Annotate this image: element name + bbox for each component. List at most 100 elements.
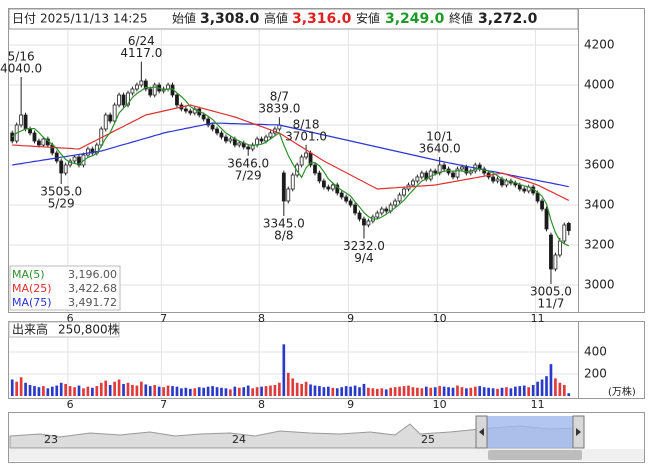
annotation: 3005.0 [530, 285, 572, 299]
volume-bar [318, 386, 321, 396]
volume-bar [344, 386, 348, 396]
volume-bar [180, 388, 183, 396]
volume-bar [233, 386, 237, 396]
volume-bar [220, 387, 223, 396]
legend-value: 3,422.68 [68, 282, 117, 295]
volume-bar [33, 386, 36, 396]
candle-body [299, 156, 304, 166]
volume-bar [95, 386, 99, 396]
annotation: 4040.0 [0, 62, 42, 76]
header-open: 3,308.0 [200, 11, 260, 27]
navigator-selection[interactable] [484, 416, 578, 448]
scrollbar-thumb[interactable] [488, 450, 582, 460]
legend-value: 3,196.00 [68, 268, 117, 281]
header-close: 3,272.0 [478, 11, 538, 27]
volume-bar [59, 382, 63, 396]
candle-body [540, 200, 544, 210]
candle-body [321, 180, 326, 188]
volume-current: 250,800株 [58, 322, 120, 337]
candle-body [86, 148, 90, 156]
volume-bar [460, 387, 464, 396]
navigator-label: 24 [232, 433, 246, 446]
header-label: 終値 [449, 11, 473, 26]
navigator[interactable]: 23 24 25 [8, 412, 645, 463]
volume-bar [73, 387, 76, 396]
candle-body [522, 188, 527, 192]
annotation: 8/18 [293, 117, 320, 131]
x-tick-label: 6 [67, 312, 74, 325]
volume-bar [491, 388, 495, 396]
volume-bar [313, 385, 317, 396]
candle-body [415, 176, 420, 182]
volume-bar [331, 387, 335, 396]
volume-bar [162, 387, 165, 396]
header-datetime: 2025/11/13 14:25 [40, 12, 148, 26]
volume-bar [91, 387, 94, 396]
annotation: 3345.0 [263, 217, 305, 231]
volume-bar [367, 387, 370, 396]
candle-body [317, 172, 322, 182]
candle-body [553, 254, 558, 270]
candle-body [148, 88, 153, 96]
annotation: 3646.0 [227, 156, 269, 170]
candle-body [10, 132, 15, 142]
volume-bar [424, 386, 428, 396]
candle-body [375, 212, 380, 218]
volume-bar [24, 382, 27, 396]
candle-body [535, 192, 540, 202]
plot-layer: 3000 3200 3400 3600 3800 4000 4200 6 7 8 9 10 11 200 4… [9, 30, 615, 411]
volume-bar [157, 386, 161, 396]
volume-bar [487, 387, 490, 396]
volume-bar [522, 385, 526, 396]
volume-bar [389, 387, 393, 396]
handle-arrow [576, 428, 581, 436]
candle-body [379, 208, 384, 214]
scrollbar-track[interactable] [9, 449, 644, 461]
candle-body [54, 152, 59, 162]
legend-name: MA(5) [12, 268, 45, 281]
candle-body [384, 208, 389, 212]
volume-bar [545, 376, 548, 396]
annotation: 9/4 [354, 251, 373, 265]
annotation: 4117.0 [120, 46, 162, 60]
candle-body [517, 184, 522, 190]
volume-bar [77, 385, 81, 396]
candle-body [326, 186, 331, 190]
annotation: 3839.0 [258, 102, 300, 116]
volume-bar [42, 386, 45, 396]
annotation: 7/29 [235, 168, 262, 182]
candle-body [188, 110, 193, 114]
volume-bar [567, 393, 571, 396]
legend-value: 3,491.72 [68, 296, 117, 309]
candle-body [366, 220, 371, 226]
volume-bar [255, 387, 259, 396]
volume-bar [242, 387, 246, 396]
annotation: 3701.0 [285, 129, 327, 143]
header-label: 高値 [264, 11, 288, 26]
candle-body [566, 222, 571, 231]
volume-bar [456, 385, 459, 396]
volume-bar [402, 386, 406, 396]
volume-bar [349, 386, 352, 396]
volume-unit: (万株) [608, 385, 636, 398]
annotation: 3640.0 [419, 142, 461, 156]
y-tick-label: 200 [584, 367, 607, 381]
candle-body [41, 138, 46, 146]
volume-bar [188, 388, 192, 396]
candle-body [37, 140, 41, 146]
candle-body [544, 208, 549, 230]
candle-body [362, 218, 366, 226]
candle-body [77, 156, 81, 166]
header-low: 3,249.0 [385, 11, 445, 27]
volume-bar [451, 387, 455, 396]
volume-bar [518, 386, 522, 396]
volume-bar [554, 378, 557, 396]
volume-bar [411, 387, 415, 396]
volume-bar [496, 388, 499, 396]
candle-body [143, 80, 148, 90]
candle-body [411, 180, 415, 186]
y-tick-label: 400 [584, 345, 607, 359]
volume-bar [473, 386, 477, 396]
volume-title: 出来高 [12, 322, 48, 337]
candle-body [357, 212, 362, 220]
